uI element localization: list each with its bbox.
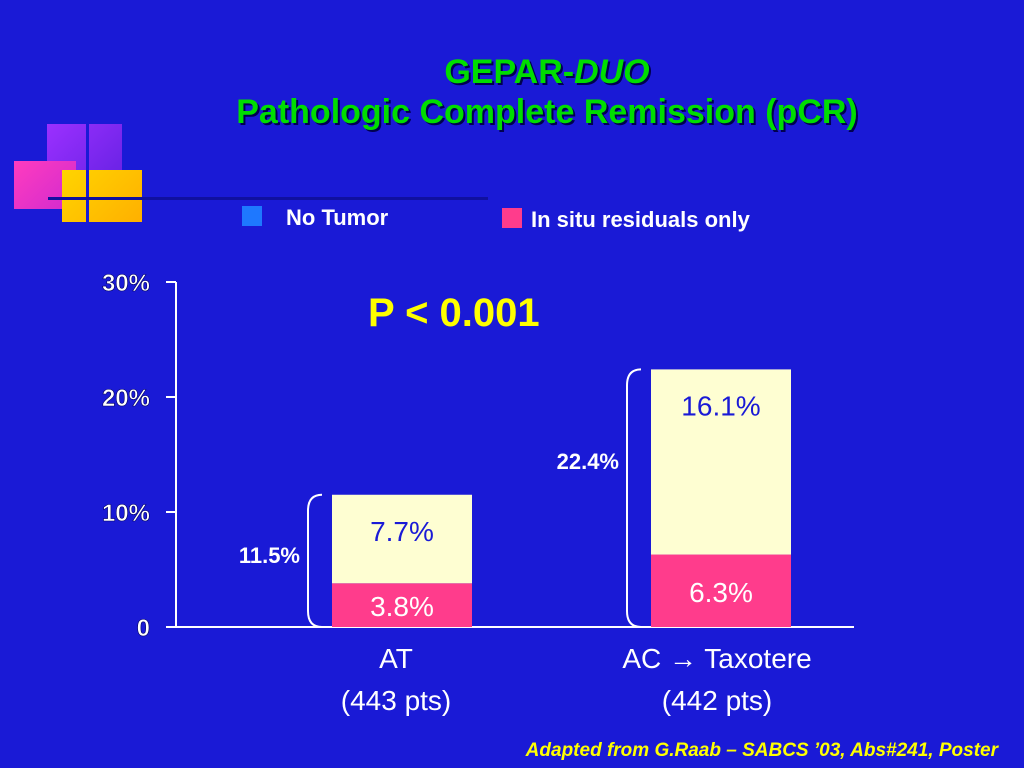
x-category-label: AC → Taxotere [622, 643, 811, 674]
segment-label-no-tumor: 16.1% [681, 390, 760, 421]
y-tick-label: 20% [102, 385, 150, 412]
segment-label-in-situ: 6.3% [689, 577, 753, 608]
total-label: 11.5% [239, 543, 300, 568]
segment-label-no-tumor: 7.7% [370, 516, 434, 547]
legend: No Tumor In situ residuals only [242, 205, 751, 232]
p-value: P < 0.001 [368, 291, 540, 335]
title-line2: Pathologic Complete Remission (pCR) [236, 93, 858, 131]
total-bracket [626, 368, 642, 628]
bar-segment-in-situ [651, 554, 791, 627]
source-footer: Adapted from G.Raab – SABCS ’03, Abs#241… [525, 740, 1000, 761]
bar-segment-no-tumor [651, 369, 791, 555]
x-category-label: AT [379, 643, 413, 674]
y-tick-label: 10% [102, 500, 150, 527]
bar-segment-in-situ [332, 583, 472, 627]
y-tick-label: 0 [137, 615, 150, 642]
slide-title: GEPAR-DUO Pathologic Complete Remission … [0, 52, 1024, 132]
total-bracket [307, 493, 323, 628]
x-category-sublabel: (442 pts) [662, 685, 773, 716]
y-tick-label: 30% [102, 270, 150, 297]
annotations: 11.5% 22.4% [239, 368, 642, 628]
decor-line-vertical [86, 116, 89, 224]
decor-square-yellow [62, 170, 142, 222]
bar-segment-no-tumor [332, 494, 472, 584]
legend-swatch-no-tumor [242, 206, 262, 226]
decor-line-horizontal [48, 197, 488, 200]
bars: 3.8% 7.7% 6.3% 16.1% [332, 369, 791, 627]
segment-label-in-situ: 3.8% [370, 591, 434, 622]
legend-label-in-situ: In situ residuals only [531, 207, 751, 232]
title-line1-italic: DUO [574, 53, 650, 91]
legend-swatch-in-situ [502, 208, 522, 228]
x-axis-labels: AT (443 pts) AC → Taxotere (442 pts) [341, 643, 812, 716]
legend-label-no-tumor: No Tumor [286, 205, 389, 230]
x-category-sublabel: (443 pts) [341, 685, 452, 716]
title-line1-plain: GEPAR- [444, 53, 575, 91]
total-label: 22.4% [557, 449, 619, 474]
axes: 0 10% 20% 30% [102, 270, 854, 642]
